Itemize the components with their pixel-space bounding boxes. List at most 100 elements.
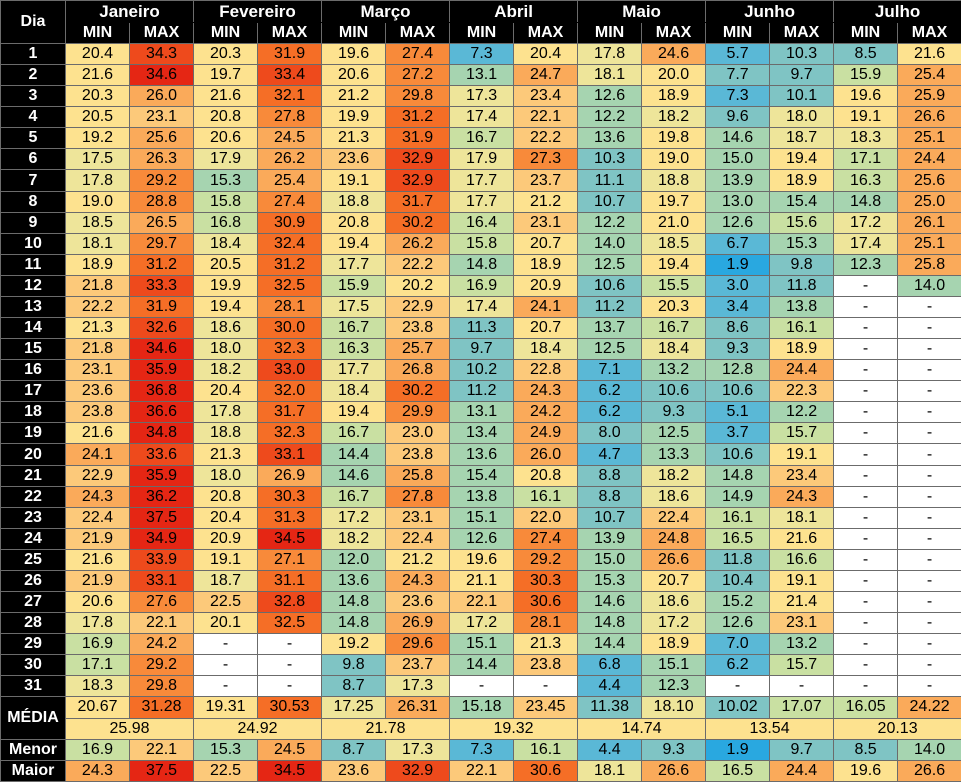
min-value-cell: 18.0 bbox=[193, 338, 259, 361]
max-value-cell: 20.7 bbox=[641, 569, 707, 593]
min-value-cell: 14.8 bbox=[577, 612, 643, 635]
max-value-cell: 34.6 bbox=[128, 64, 195, 87]
min-value-cell: 17.2 bbox=[449, 612, 515, 635]
min-value-cell: 12.6 bbox=[577, 85, 643, 108]
day-label: 16 bbox=[0, 359, 66, 382]
min-value-cell: 17.8 bbox=[193, 401, 259, 424]
max-value-cell: - bbox=[897, 591, 961, 614]
min-value-cell: - bbox=[833, 527, 899, 550]
max-value-cell: 33.4 bbox=[257, 64, 323, 87]
max-value-cell: 19.0 bbox=[641, 148, 707, 171]
max-value-cell: 30.2 bbox=[385, 211, 451, 234]
table-row: 2 21.6 34.6 19.7 33.4 20.6 27.2 13.1 24.7 18.1 20.… bbox=[0, 64, 961, 87]
min-value-cell: 19.6 bbox=[449, 548, 515, 571]
min-value-cell: 12.0 bbox=[321, 548, 387, 571]
max-value-cell: 12.2 bbox=[769, 401, 835, 424]
max-value-cell: 36.8 bbox=[128, 380, 195, 403]
max-value-cell: 32.9 bbox=[385, 169, 451, 192]
max-value-cell: 22.1 bbox=[128, 612, 195, 635]
max-value-cell: 24.3 bbox=[385, 569, 451, 593]
min-value-cell: 9.6 bbox=[705, 106, 771, 129]
max-value-cell: 24.3 bbox=[513, 380, 579, 403]
min-value-cell: 12.6 bbox=[705, 211, 771, 234]
max-value-cell: 34.3 bbox=[128, 42, 195, 66]
max-value-cell: 15.4 bbox=[769, 190, 835, 213]
min-value-cell: - bbox=[833, 380, 899, 403]
max-value-cell: 29.8 bbox=[128, 675, 195, 698]
min-value-cell: 20.9 bbox=[193, 527, 259, 550]
max-value-cell: - bbox=[257, 633, 323, 656]
max-value-cell: 18.6 bbox=[641, 485, 707, 508]
min-value-cell: 12.8 bbox=[705, 359, 771, 382]
media-min-cell: 15.18 bbox=[449, 696, 515, 719]
max-value-cell: 25.6 bbox=[897, 169, 961, 192]
table-row: 26 21.9 33.1 18.7 31.1 13.6 24.3 21.1 30.3 15.3 20… bbox=[0, 569, 961, 593]
min-value-cell: 12.5 bbox=[577, 253, 643, 276]
max-value-cell: 18.2 bbox=[641, 106, 707, 129]
min-value-cell: 10.6 bbox=[705, 380, 771, 403]
max-value-cell: 28.1 bbox=[257, 295, 323, 319]
max-value-cell: 16.1 bbox=[769, 317, 835, 340]
min-value-cell: 18.7 bbox=[193, 569, 259, 593]
max-value-cell: 31.3 bbox=[257, 506, 323, 529]
table-row: 10 18.1 29.7 18.4 32.4 19.4 26.2 15.8 20.7 14.0 18… bbox=[0, 232, 961, 255]
media-month-cell: 13.54 bbox=[705, 717, 835, 740]
max-header: MAX bbox=[128, 22, 195, 44]
max-value-cell: 22.2 bbox=[385, 253, 451, 276]
min-value-cell: 17.9 bbox=[449, 148, 515, 171]
month-header-marco: Março bbox=[321, 0, 451, 23]
max-value-cell: 33.3 bbox=[128, 274, 195, 297]
max-value-cell: 22.1 bbox=[513, 106, 579, 129]
min-value-cell: 17.5 bbox=[321, 295, 387, 319]
min-value-cell: 14.8 bbox=[321, 591, 387, 614]
max-value-cell: 26.9 bbox=[385, 612, 451, 635]
min-value-cell: 9.7 bbox=[449, 338, 515, 361]
min-value-cell: 18.4 bbox=[193, 232, 259, 255]
table-row: 24 21.9 34.9 20.9 34.5 18.2 22.4 12.6 27.4 13.9 24… bbox=[0, 527, 961, 550]
max-value-cell: 21.6 bbox=[897, 42, 961, 66]
max-value-cell: 32.8 bbox=[257, 591, 323, 614]
min-value-cell: 24.1 bbox=[65, 443, 130, 466]
table-row: 5 19.2 25.6 20.6 24.5 21.3 31.9 16.7 22.2 13.6 19.… bbox=[0, 127, 961, 150]
maior-max-cell: 24.4 bbox=[769, 759, 835, 782]
day-label: 17 bbox=[0, 380, 66, 403]
media-month-cell: 14.74 bbox=[577, 717, 707, 740]
min-value-cell: 16.3 bbox=[321, 338, 387, 361]
day-label: 28 bbox=[0, 612, 66, 635]
table-row: 22 24.3 36.2 20.8 30.3 16.7 27.8 13.8 16.1 8.8 18.… bbox=[0, 485, 961, 508]
table-row: 18 23.8 36.6 17.8 31.7 19.4 29.9 13.1 24.2 6.2 9.3… bbox=[0, 401, 961, 424]
min-value-cell: 3.0 bbox=[705, 274, 771, 297]
max-value-cell: 26.9 bbox=[257, 464, 323, 487]
max-value-cell: 15.5 bbox=[641, 274, 707, 297]
max-value-cell: 13.8 bbox=[769, 295, 835, 319]
media-month-cell: 19.32 bbox=[449, 717, 579, 740]
min-value-cell: 19.4 bbox=[321, 232, 387, 255]
max-value-cell: 16.7 bbox=[641, 317, 707, 340]
min-value-cell: 18.4 bbox=[321, 380, 387, 403]
max-value-cell: 22.8 bbox=[513, 359, 579, 382]
min-value-cell: 16.7 bbox=[321, 485, 387, 508]
min-value-cell: 17.9 bbox=[193, 148, 259, 171]
min-value-cell: 10.7 bbox=[577, 506, 643, 529]
maior-max-cell: 37.5 bbox=[128, 759, 195, 782]
min-value-cell: 24.3 bbox=[65, 485, 130, 508]
min-value-cell: 16.7 bbox=[321, 317, 387, 340]
max-value-cell: 12.5 bbox=[641, 422, 707, 445]
max-value-cell: 24.8 bbox=[641, 527, 707, 550]
min-value-cell: 5.7 bbox=[705, 42, 771, 66]
max-value-cell: 24.1 bbox=[513, 295, 579, 319]
max-value-cell: 27.6 bbox=[128, 591, 195, 614]
min-value-cell: 9.3 bbox=[705, 338, 771, 361]
max-value-cell: 23.0 bbox=[385, 422, 451, 445]
min-value-cell: 19.9 bbox=[321, 106, 387, 129]
table-row: 20 24.1 33.6 21.3 33.1 14.4 23.8 13.6 26.0 4.7 13.… bbox=[0, 443, 961, 466]
table-row: 19 21.6 34.8 18.8 32.3 16.7 23.0 13.4 24.9 8.0 12.… bbox=[0, 422, 961, 445]
max-value-cell: 16.1 bbox=[513, 485, 579, 508]
min-value-cell: 18.1 bbox=[65, 232, 130, 255]
min-value-cell: 19.0 bbox=[65, 190, 130, 213]
min-value-cell: - bbox=[449, 675, 515, 698]
menor-max-cell: 24.5 bbox=[257, 738, 323, 761]
media-max-cell: 31.28 bbox=[128, 696, 195, 719]
max-value-cell: 20.8 bbox=[513, 464, 579, 487]
min-value-cell: 20.3 bbox=[193, 42, 259, 66]
